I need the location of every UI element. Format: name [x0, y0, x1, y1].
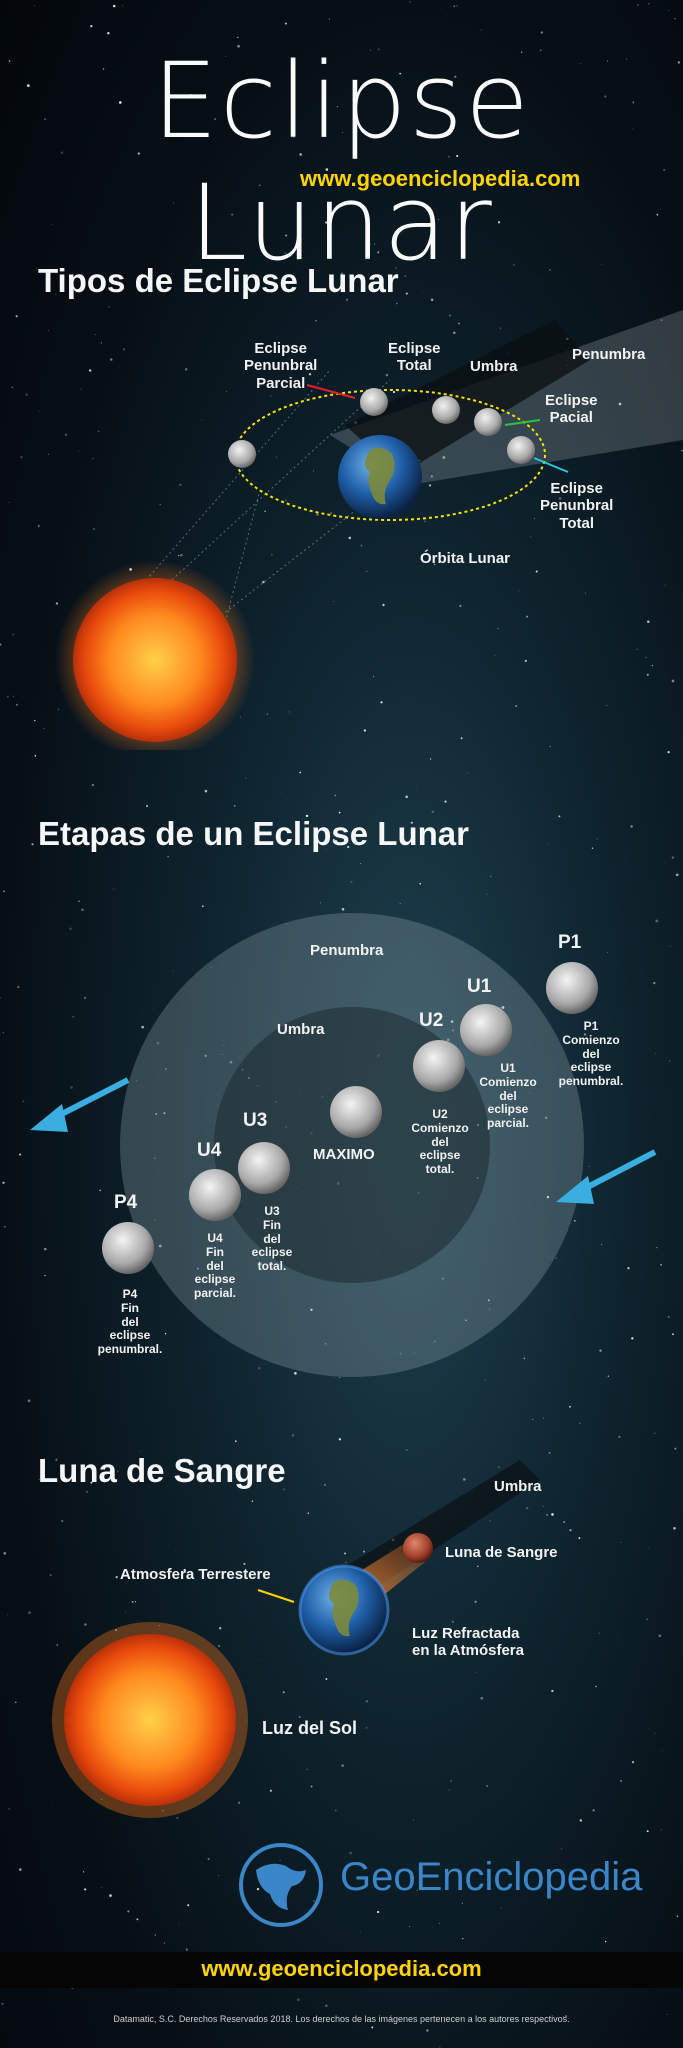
label-penumbra-top: Penumbra: [572, 346, 646, 363]
label-partial: Eclipse Pacial: [545, 392, 598, 427]
label-penumbral-total: Eclipse Penunbral Total: [540, 480, 614, 532]
stage-u2-desc: U2 Comienzo del eclipse total.: [411, 1107, 469, 1177]
stage-u1-desc: U1 Comienzo del eclipse parcial.: [479, 1061, 537, 1131]
main-title: Eclipse Lunar: [152, 40, 531, 284]
header-url-link[interactable]: www.geoenciclopedia.com: [300, 166, 581, 191]
stage-u1-code: U1: [467, 976, 492, 997]
blood-moon-label: Luna de Sangre: [445, 1544, 558, 1561]
blood-diagram: [52, 1460, 540, 1818]
types-diagram: [55, 310, 683, 750]
stage-p4-desc: P4 Fin del eclipse penumbral.: [97, 1287, 163, 1357]
maximo-label: MAXIMO: [313, 1146, 375, 1163]
refracted-label: Luz Refractada en la Atmósfera: [412, 1625, 524, 1660]
sunlight-label: Luz del Sol: [262, 1718, 358, 1738]
umbra-cone: [345, 320, 590, 475]
sun-icon: [64, 1634, 236, 1806]
brand-name: GeoEnciclopedia: [340, 1855, 643, 1899]
blood-section-title: Luna de Sangre: [38, 1452, 286, 1489]
lunar-orbit: [234, 389, 546, 521]
arrow-icon: [556, 1149, 657, 1204]
stage-u3-desc: U3 Fin del eclipse total.: [251, 1204, 293, 1274]
label-umbra-top: Umbra: [470, 358, 518, 375]
moon-icon: [432, 396, 460, 424]
blood-moon-icon: [403, 1533, 433, 1563]
moon-u4-icon: [189, 1169, 241, 1221]
footer-bar: [0, 1952, 683, 1988]
moon-icon: [507, 436, 535, 464]
stages-umbra-label: Umbra: [277, 1021, 325, 1038]
moon-icon: [228, 440, 256, 468]
moon-u1-icon: [460, 1004, 512, 1056]
stage-u3-code: U3: [243, 1110, 268, 1131]
arrow-icon: [30, 1077, 130, 1132]
moon-icon: [474, 408, 502, 436]
stage-u4-desc: U4 Fin del eclipse parcial.: [193, 1231, 237, 1301]
moon-icon: [360, 388, 388, 416]
copyright-text: Datamatic, S.C. Derechos Reservados 2018…: [113, 2014, 570, 2024]
stage-u4-code: U4: [197, 1140, 222, 1161]
label-total: Eclipse Total: [388, 340, 441, 375]
moon-u3-icon: [238, 1142, 290, 1194]
atmosphere-label: Atmosfera Terrestere: [120, 1566, 271, 1583]
footer-url-link[interactable]: www.geoenciclopedia.com: [201, 1956, 482, 1981]
stage-p1-desc: P1 Comienzo del eclipse penumbral.: [558, 1019, 624, 1089]
types-section-title: Tipos de Eclipse Lunar: [38, 262, 399, 299]
blood-umbra-label: Umbra: [494, 1478, 542, 1495]
sun-icon: [73, 578, 237, 742]
moon-p1-icon: [546, 962, 598, 1014]
stage-u2-code: U2: [419, 1010, 444, 1031]
globe-logo-icon: [239, 1843, 323, 1927]
moon-u2-icon: [413, 1040, 465, 1092]
stages-penumbra-label: Penumbra: [310, 942, 384, 959]
label-orbit: Órbita Lunar: [420, 550, 511, 567]
moon-p4-icon: [102, 1222, 154, 1274]
label-penumbral-partial: Eclipse Penunbral Parcial: [244, 340, 318, 392]
stages-section-title: Etapas de un Eclipse Lunar: [38, 815, 469, 852]
moon-maximo-icon: [330, 1086, 382, 1138]
stages-diagram: [30, 913, 657, 1377]
stage-p1-code: P1: [558, 932, 582, 953]
stage-p4-code: P4: [114, 1192, 138, 1213]
